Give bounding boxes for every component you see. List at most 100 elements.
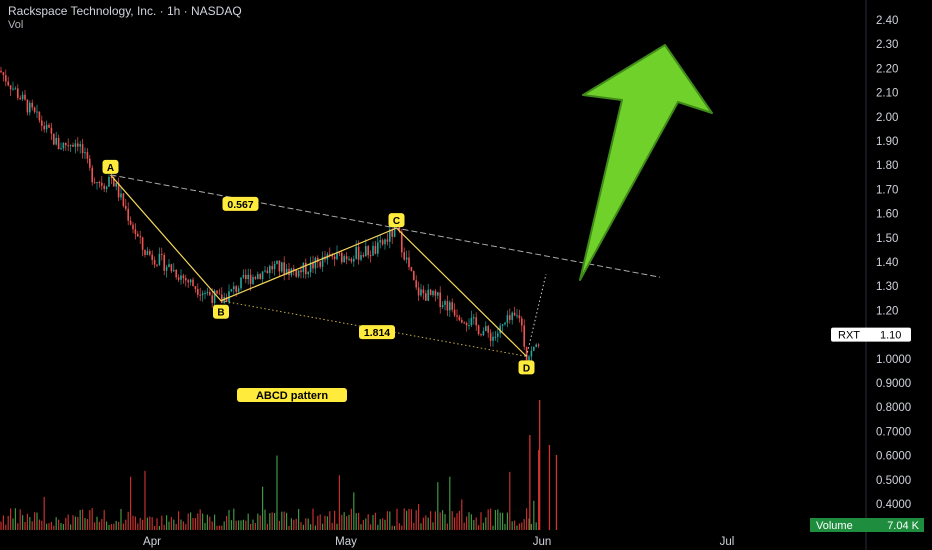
volume-bar — [120, 508, 122, 530]
volume-bar — [53, 525, 55, 530]
volume-bar — [511, 521, 513, 530]
volume-bar — [19, 509, 21, 530]
candle-body — [65, 142, 67, 146]
volume-bar — [538, 449, 540, 530]
volume-bar — [539, 400, 541, 530]
candle-body — [533, 346, 535, 351]
volume-bar — [134, 516, 136, 530]
candle-body — [93, 182, 96, 184]
candle-body — [444, 301, 446, 305]
volume-bar — [264, 509, 266, 530]
volume-bar — [98, 521, 100, 530]
point-b-label: B — [213, 304, 229, 319]
y-tick-label: 1.80 — [876, 160, 898, 172]
volume-bar — [132, 515, 134, 530]
volume-bar — [142, 519, 144, 530]
volume-bar — [180, 519, 182, 530]
candle-body — [530, 350, 533, 357]
y-tick-label: 2.40 — [876, 15, 898, 27]
volume-bar — [463, 522, 465, 530]
candle-body — [12, 88, 14, 90]
candle-body — [413, 271, 415, 281]
price-badge-value: 1.10 — [880, 330, 901, 342]
volume-bar — [269, 513, 271, 530]
candle-body — [110, 176, 113, 178]
volume-bar — [84, 518, 86, 530]
candle-body — [384, 239, 386, 245]
volume-bar — [466, 516, 468, 530]
volume-bar — [266, 523, 268, 530]
volume-bar — [329, 511, 331, 530]
candle-body — [473, 317, 475, 319]
volume-bar — [473, 520, 475, 530]
volume-bar — [216, 525, 218, 530]
candle-body — [125, 205, 127, 209]
candle-body — [285, 268, 288, 275]
volume-bar — [12, 518, 14, 530]
volume-bar — [530, 523, 532, 530]
volume-bar — [322, 523, 324, 530]
volume-bar — [312, 508, 314, 530]
volume-bar — [305, 518, 307, 530]
volume-bar — [38, 519, 40, 530]
candle-body — [187, 280, 189, 283]
candle-body — [331, 254, 333, 257]
candle-body — [60, 148, 62, 150]
volume-bar — [230, 520, 232, 530]
volume-bar — [218, 525, 220, 530]
volume-bar — [122, 523, 124, 530]
candle-body — [309, 262, 312, 273]
x-tick-label: Jun — [533, 536, 552, 548]
volume-bar — [221, 525, 223, 530]
candle-body — [283, 262, 285, 275]
point-a-label: A — [102, 159, 119, 174]
volume-bar — [384, 519, 386, 530]
volume-bar — [274, 512, 276, 530]
candle-body — [513, 312, 516, 316]
point-d-label: D — [518, 360, 535, 375]
candle-body — [420, 289, 422, 296]
candle-body — [7, 81, 9, 86]
x-tick-label: Apr — [143, 536, 161, 548]
volume-bar — [36, 512, 38, 530]
candle-body — [163, 254, 165, 271]
candle-body — [122, 193, 125, 206]
volume-bar — [494, 510, 496, 530]
chart-title: Rackspace Technology, Inc. · 1h · NASDAQ — [8, 4, 242, 18]
candle-body — [506, 315, 509, 323]
candle-body — [211, 295, 213, 304]
volume-bar — [341, 514, 343, 530]
candle-body — [41, 120, 43, 126]
candle-body — [57, 138, 60, 150]
volume-bar — [202, 513, 204, 530]
candle-body — [321, 256, 324, 267]
candle-body — [499, 325, 501, 334]
candle-body — [441, 304, 444, 308]
volume-bar — [480, 512, 482, 530]
volume-bar — [163, 524, 165, 530]
candle-body — [269, 266, 271, 274]
volume-bar — [115, 520, 117, 530]
candle-body — [84, 152, 86, 154]
candle-body — [300, 270, 302, 273]
volume-bar — [348, 514, 350, 530]
point-c-label-bg — [388, 213, 405, 228]
volume-bar — [454, 517, 456, 530]
candle-body — [437, 292, 439, 296]
candle-body — [134, 229, 137, 234]
volume-bar — [211, 521, 213, 530]
candle-body — [14, 88, 17, 90]
candle-body — [341, 252, 343, 263]
candle-body — [408, 257, 410, 268]
volume-bar — [360, 524, 362, 530]
ratio-label-2: 1.814 — [359, 325, 395, 340]
volume-bar — [499, 512, 501, 530]
volume-bar — [372, 515, 374, 530]
candle-body — [101, 182, 103, 186]
volume-bar — [245, 520, 247, 530]
time-axis[interactable]: Apr May Jun Jul — [143, 536, 734, 548]
candle-body — [511, 312, 513, 320]
candle-body — [468, 325, 470, 327]
price-axis[interactable]: 2.40 2.30 2.20 2.10 2.00 1.90 1.80 1.70 1.60 1.50… — [810, 0, 924, 550]
